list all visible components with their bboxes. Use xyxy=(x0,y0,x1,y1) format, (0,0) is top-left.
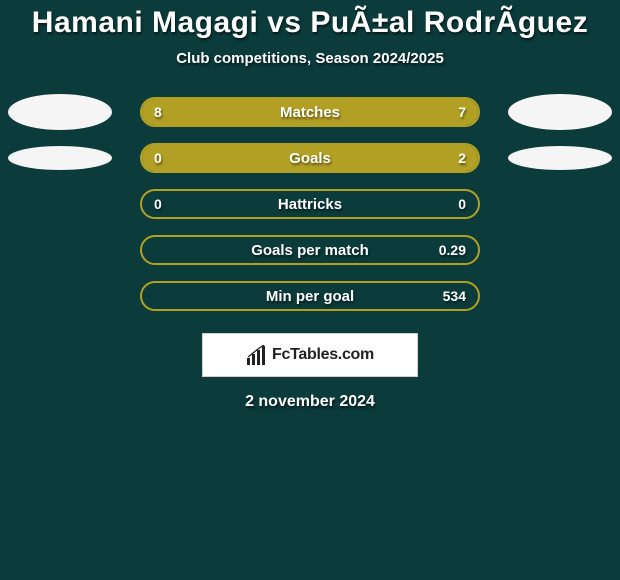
player-badge-left xyxy=(8,146,112,170)
bar-fill-right xyxy=(209,145,478,171)
player-badge-right xyxy=(508,146,612,170)
stat-row: 534Min per goal xyxy=(0,273,620,319)
stat-value-left: 0 xyxy=(154,191,162,217)
stat-bar: 534Min per goal xyxy=(140,281,480,311)
stat-label: Min per goal xyxy=(142,283,478,309)
stat-bar: 87Matches xyxy=(140,97,480,127)
stat-bar: 0.29Goals per match xyxy=(140,235,480,265)
stat-label: Goals per match xyxy=(142,237,478,263)
stat-row: 0 0Hattricks xyxy=(0,181,620,227)
bar-fill-left xyxy=(142,145,209,171)
stat-label: Hattricks xyxy=(142,191,478,217)
brand-text: FcTables.com xyxy=(272,346,374,364)
brand-box: FcTables.com xyxy=(202,333,418,377)
page-date: 2 november 2024 xyxy=(0,393,620,411)
bar-fill-left xyxy=(142,99,478,125)
chart-icon xyxy=(246,345,268,365)
stat-row: 02Goals xyxy=(0,135,620,181)
stat-row: 0.29Goals per match xyxy=(0,227,620,273)
comparison-bars: 87Matches 02Goals 0 0Hattricks 0.29Goals per… xyxy=(0,89,620,319)
player-badge-right xyxy=(508,94,612,130)
stat-value-right: 0 xyxy=(458,191,466,217)
stat-bar: 0 0Hattricks xyxy=(140,189,480,219)
subtitle: Club competitions, Season 2024/2025 xyxy=(0,50,620,67)
stat-bar: 02Goals xyxy=(140,143,480,173)
stat-value-right: 0.29 xyxy=(439,237,466,263)
stat-value-right: 534 xyxy=(443,283,466,309)
player-badge-left xyxy=(8,94,112,130)
stat-row: 87Matches xyxy=(0,89,620,135)
page-title: Hamani Magagi vs PuÃ±al RodrÃ­guez xyxy=(0,0,620,42)
